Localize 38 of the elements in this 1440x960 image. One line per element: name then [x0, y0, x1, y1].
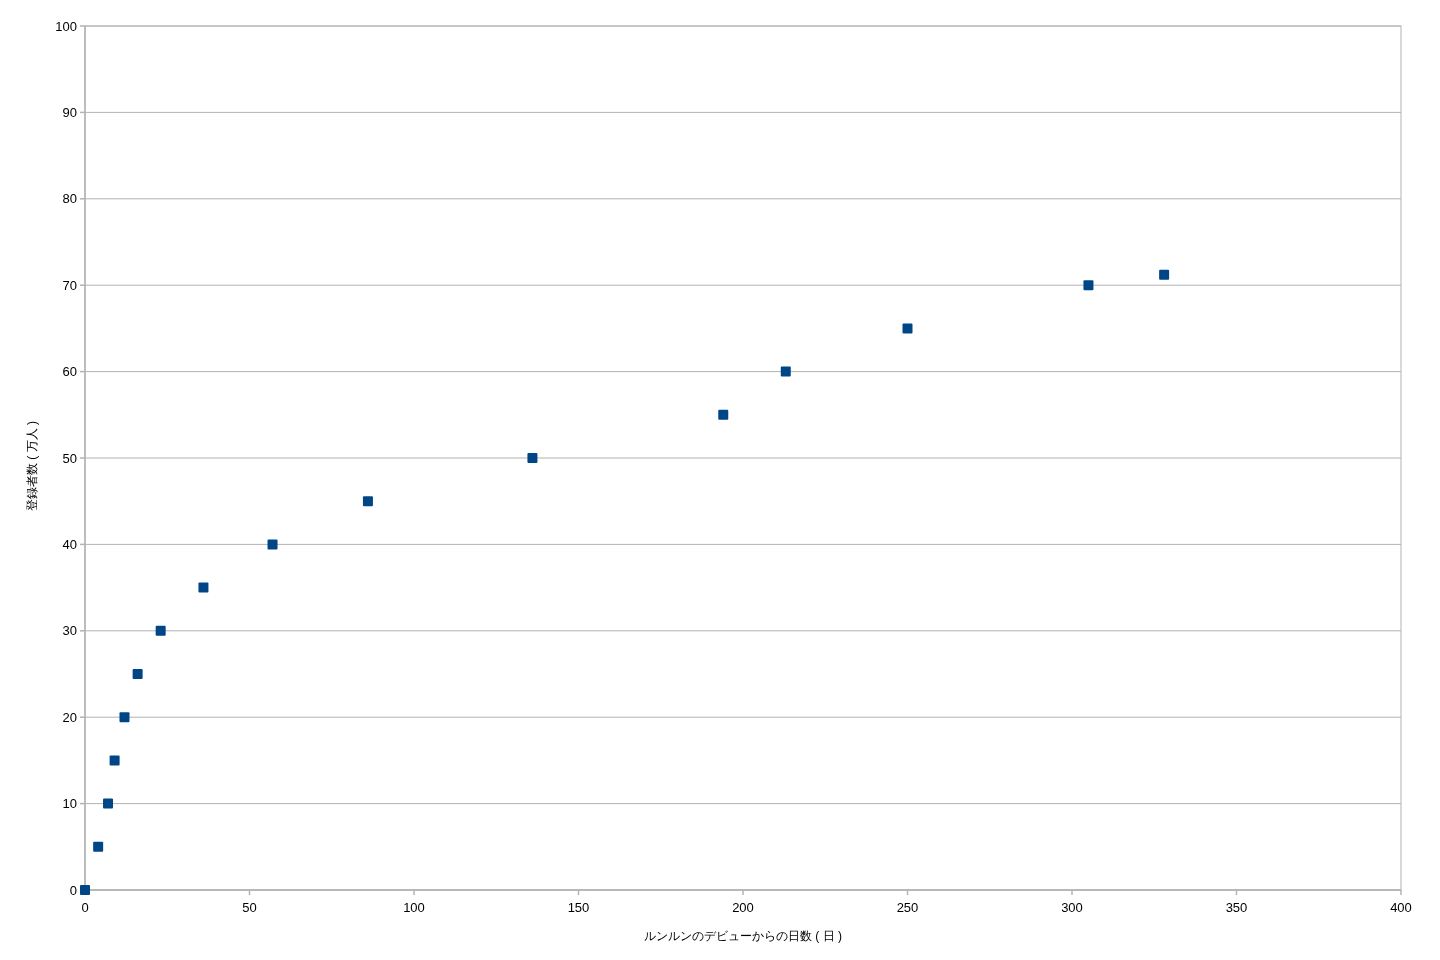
x-tick-label: 250 [896, 900, 919, 915]
y-tick-label: 60 [62, 364, 77, 380]
point [362, 496, 373, 507]
point [103, 798, 114, 809]
y-axis-title: 登録者数 ( 万人 ) [25, 421, 39, 511]
point [780, 366, 791, 377]
x-tick-label: 150 [567, 900, 590, 915]
y-tick-label: 40 [62, 536, 77, 552]
y-tick-label: 10 [62, 796, 77, 812]
y-tick-label: 90 [62, 104, 77, 120]
x-tick-label: 350 [1225, 900, 1248, 915]
point [132, 669, 143, 679]
y-tick-label: 100 [55, 18, 77, 34]
point [718, 409, 729, 420]
point [1159, 269, 1170, 280]
y-tick-label: 50 [62, 450, 77, 466]
point [267, 539, 278, 550]
y-tick-label: 20 [62, 709, 77, 725]
y-tick-label: 70 [62, 277, 77, 293]
point [527, 453, 538, 463]
x-tick-label: 300 [1061, 900, 1083, 915]
point [902, 323, 913, 334]
point [155, 625, 166, 636]
y-tick-label: 30 [62, 623, 77, 639]
y-tick-label: 0 [69, 882, 77, 898]
x-tick-label: 0 [81, 900, 89, 915]
x-tick-label: 200 [732, 900, 754, 915]
y-tick-label: 80 [62, 191, 77, 207]
point [119, 712, 130, 723]
point [93, 841, 104, 852]
x-tick-label: 400 [1390, 900, 1412, 915]
point [198, 582, 209, 593]
point [109, 755, 120, 766]
x-axis-title: ルンルンのデビューからの日数 ( 日 ) [644, 929, 842, 943]
x-tick-label: 100 [403, 900, 425, 915]
x-tick-label: 50 [242, 900, 257, 915]
point [1083, 280, 1094, 291]
point [80, 885, 90, 895]
